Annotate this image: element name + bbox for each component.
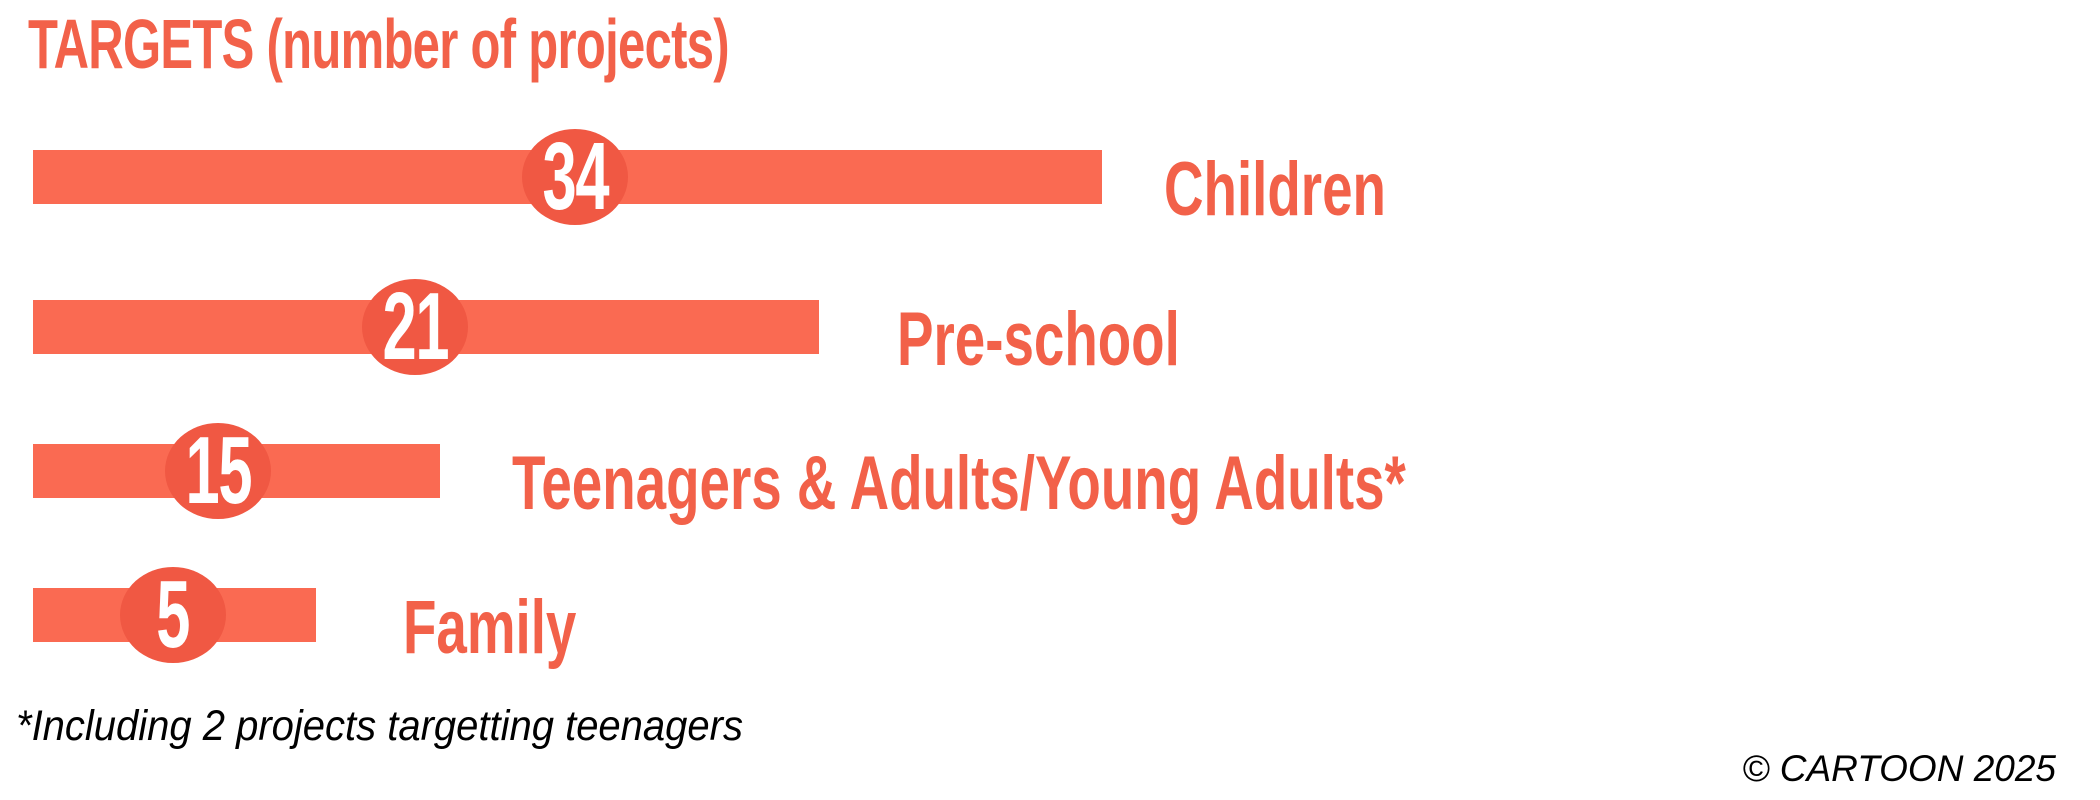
value-label: 21 — [382, 273, 449, 380]
value-badge: 21 — [362, 279, 468, 375]
bar-row-family: 5 Family — [0, 567, 2100, 670]
value-badge: 34 — [522, 129, 628, 225]
value-label: 15 — [185, 417, 252, 524]
bar-row-pre-school: 21 Pre-school — [0, 279, 2100, 382]
bar-row-children: 34 Children — [0, 129, 2100, 232]
copyright-credit: © CARTOON 2025 — [1742, 748, 2056, 789]
category-label-teenagers-adults: Teenagers & Adults/Young Adults* — [512, 441, 1406, 526]
bar-row-teenagers-adults: 15 Teenagers & Adults/Young Adults* — [0, 423, 2100, 526]
value-label: 34 — [542, 123, 609, 230]
chart-title: TARGETS (number of projects) — [28, 5, 730, 83]
category-label-pre-school: Pre-school — [897, 297, 1180, 382]
category-label-family: Family — [403, 585, 577, 670]
value-label: 5 — [156, 561, 191, 668]
footnote: *Including 2 projects targetting teenage… — [16, 702, 743, 750]
value-badge: 15 — [165, 423, 271, 519]
category-label-children: Children — [1164, 147, 1386, 232]
value-badge: 5 — [120, 567, 226, 663]
